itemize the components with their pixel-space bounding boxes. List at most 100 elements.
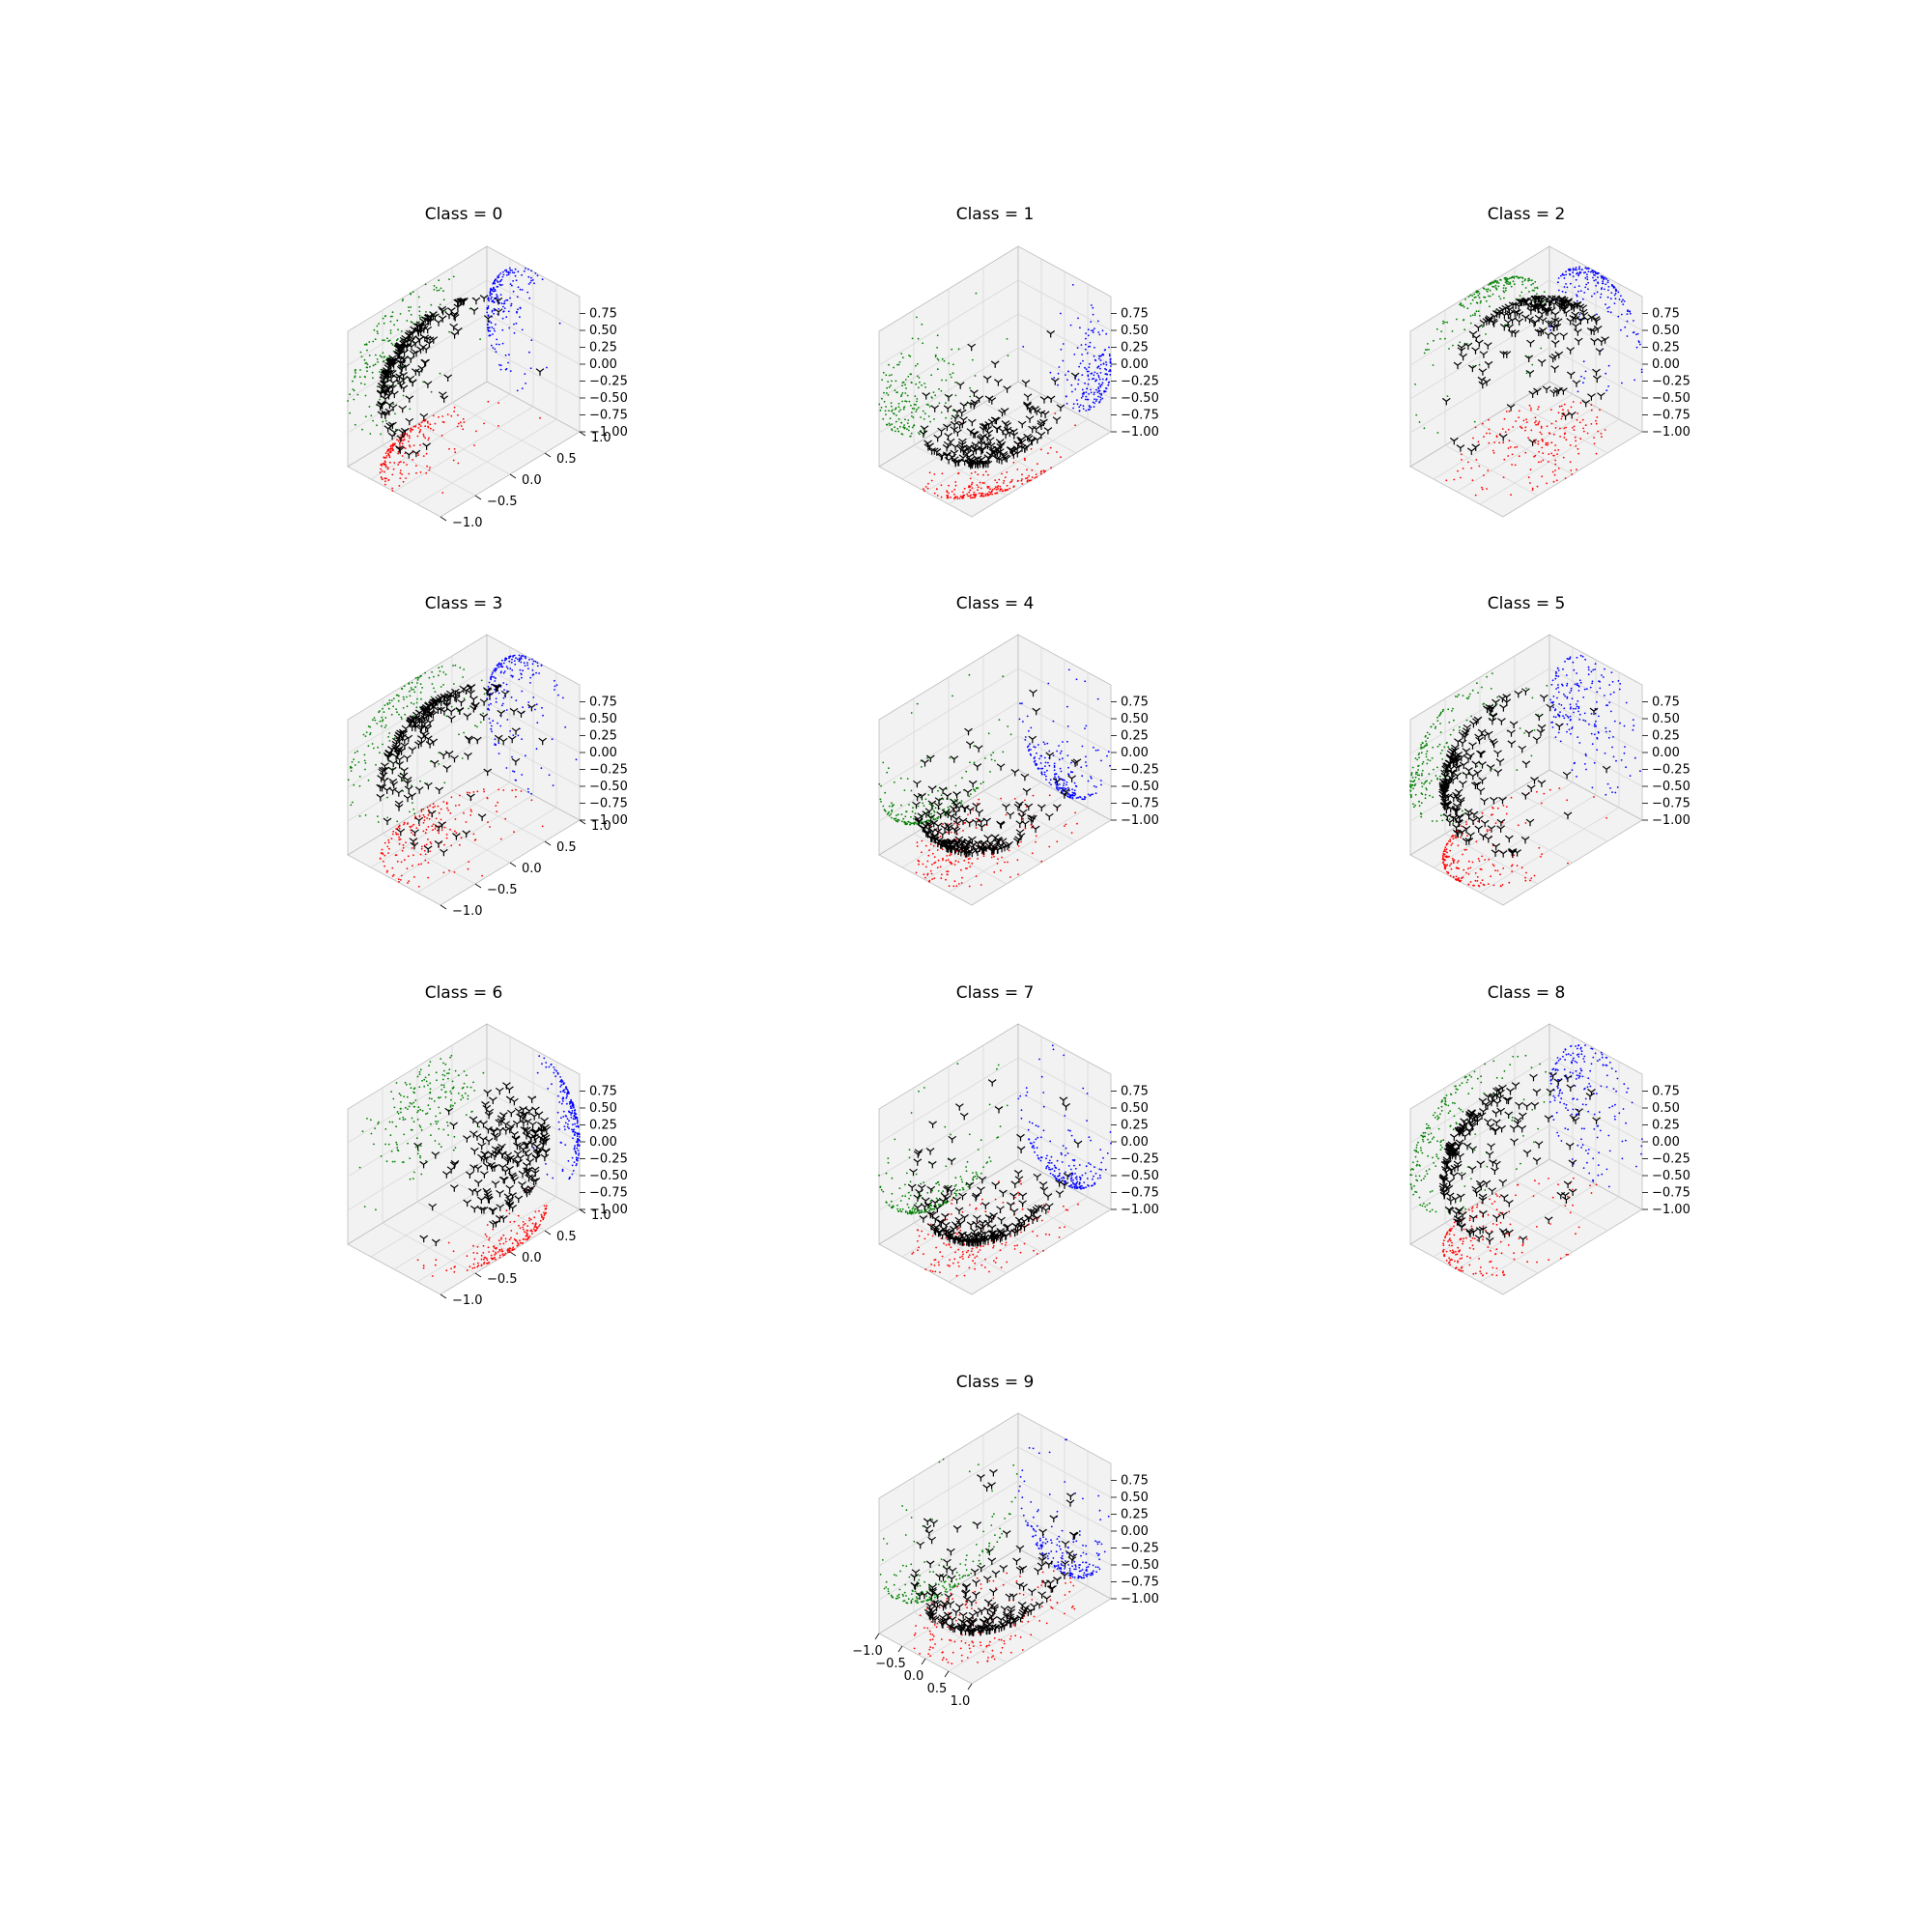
projection-point	[1549, 698, 1551, 701]
tri-down-marker	[928, 828, 938, 836]
tri-down-marker	[1031, 406, 1039, 413]
grid-line	[1514, 790, 1608, 842]
projection-point	[1030, 754, 1033, 756]
projection-point	[1444, 337, 1446, 340]
tri-down-marker	[400, 742, 410, 750]
projection-point	[391, 444, 394, 447]
projection-point	[399, 469, 402, 471]
projection-point	[1543, 291, 1546, 293]
projection-point	[1425, 740, 1427, 743]
projection-point	[1576, 656, 1578, 659]
projection-point	[1436, 766, 1438, 769]
projection-point	[525, 754, 526, 757]
projection-point	[1572, 268, 1575, 270]
projection-point	[945, 402, 947, 404]
projection-point	[1474, 494, 1477, 497]
projection-point	[1625, 766, 1627, 769]
projection-point	[409, 437, 411, 440]
projection-point	[1421, 747, 1424, 749]
projection-point	[1081, 775, 1084, 778]
projection-point	[508, 660, 511, 663]
projection-point	[994, 479, 997, 481]
projection-point	[395, 339, 398, 342]
projection-point	[1099, 780, 1102, 781]
projection-point	[1498, 441, 1501, 444]
projection-point	[497, 273, 500, 276]
tri-down-marker	[1456, 444, 1465, 452]
tri-down-marker	[1548, 295, 1556, 302]
projection-point	[969, 395, 972, 398]
tri-down-marker	[1601, 336, 1609, 344]
tri-down-marker	[1474, 324, 1483, 332]
projection-point	[479, 721, 482, 724]
tri-down-marker	[951, 443, 960, 451]
projection-point	[1595, 419, 1597, 422]
projection-point	[953, 880, 956, 883]
projection-point	[459, 421, 462, 424]
projection-point	[988, 491, 990, 493]
tri-down-marker	[1511, 301, 1520, 310]
tri-down-marker	[1020, 773, 1030, 781]
projection-point	[362, 733, 365, 736]
projection-point	[384, 865, 385, 867]
z-projection	[1018, 668, 1111, 801]
projection-point	[1087, 334, 1090, 337]
projection-point	[398, 881, 400, 883]
tri-down-marker	[929, 447, 939, 455]
projection-point	[1080, 397, 1083, 399]
projection-point	[411, 847, 413, 849]
projection-point	[1036, 752, 1037, 754]
projection-point	[906, 422, 909, 424]
projection-point	[997, 858, 999, 861]
projection-point	[1053, 764, 1056, 767]
projection-point	[435, 817, 438, 820]
tri-down-marker	[405, 417, 414, 426]
projection-point	[1535, 420, 1537, 422]
projection-point	[1035, 764, 1037, 767]
projection-point	[1067, 766, 1069, 769]
projection-point	[396, 319, 399, 322]
projection-point	[403, 821, 406, 824]
projection-point	[952, 885, 955, 888]
projection-point	[558, 322, 561, 325]
tri-down-marker	[1521, 760, 1531, 768]
grid-line	[878, 279, 1019, 366]
projection-point	[491, 296, 493, 298]
projection-point	[1621, 382, 1623, 384]
projection-point	[1575, 444, 1577, 447]
projection-point	[926, 860, 929, 863]
tri-down-marker	[1475, 736, 1484, 745]
projection-point	[1077, 796, 1079, 799]
projection-point	[516, 389, 519, 392]
projection-point	[1613, 302, 1616, 304]
tri-down-marker	[479, 295, 489, 302]
data-points	[912, 689, 1082, 858]
projection-point	[1443, 848, 1446, 851]
projection-point	[1420, 815, 1423, 818]
y-tick	[474, 883, 482, 889]
projection-point	[1087, 383, 1090, 385]
projection-point	[430, 390, 433, 393]
projection-point	[1486, 829, 1489, 831]
projection-point	[384, 456, 387, 459]
tri-down-marker	[429, 336, 439, 344]
tri-down-marker	[1473, 769, 1483, 778]
projection-point	[1577, 705, 1580, 708]
projection-point	[1417, 753, 1420, 755]
projection-point	[1078, 410, 1081, 412]
projection-point	[350, 770, 353, 772]
projection-point	[522, 706, 524, 709]
tri-down-marker	[987, 418, 997, 426]
projection-point	[1007, 725, 1009, 727]
projection-point	[1605, 278, 1607, 280]
projection-point	[444, 673, 447, 676]
tri-down-marker	[1485, 315, 1494, 323]
projection-point	[1612, 755, 1615, 758]
projection-point	[921, 851, 923, 854]
projection-point	[1000, 869, 1002, 872]
projection-point	[1048, 794, 1051, 797]
projection-point	[428, 676, 431, 679]
projection-point	[966, 493, 969, 496]
tri-down-marker	[950, 426, 959, 434]
projection-point	[1425, 755, 1428, 758]
